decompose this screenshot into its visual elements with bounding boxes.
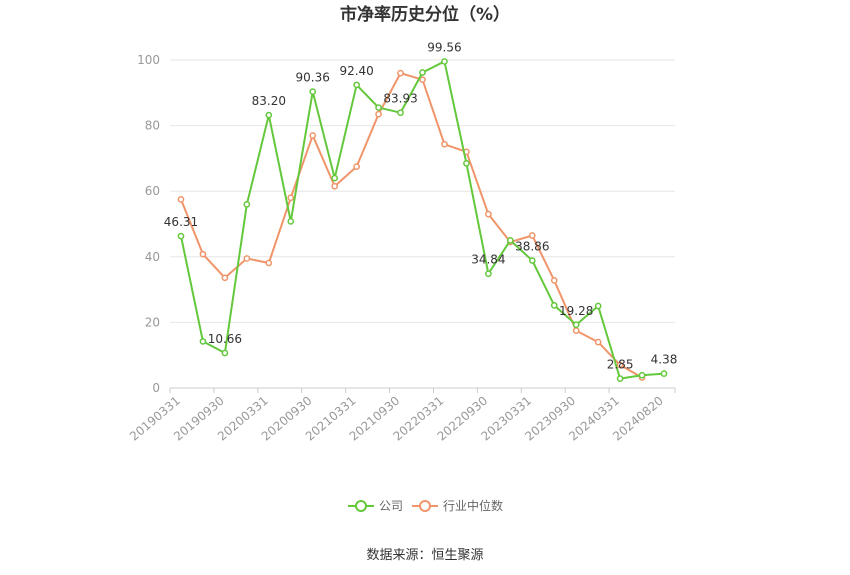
data-label: 38.86 [515,240,549,254]
data-point [243,255,251,262]
data-point [441,58,448,65]
data-point [375,110,382,118]
data-point [397,109,404,117]
data-label: 46.31 [164,215,198,229]
data-label: 34.84 [471,253,505,267]
legend-label-industry: 行业中位数 [443,498,503,513]
data-point [528,257,536,264]
data-point [221,349,229,357]
data-point [265,111,273,119]
y-axis: 0 20 40 60 80 100 [137,53,160,395]
data-point [199,250,207,258]
data-point [397,69,404,77]
legend: 公司 行业中位数 [348,498,503,513]
legend-marker-industry [419,500,431,512]
data-point [177,232,185,240]
data-point [572,321,580,329]
series-line [179,60,665,380]
data-point [177,196,185,203]
data-label: 92.40 [339,64,373,78]
data-point [485,210,492,218]
data-point [265,259,273,267]
data-labels: 46.31 10.66 83.20 90.36 92.40 83.93 99.56 34.84… [164,40,678,371]
data-point [287,218,295,225]
data-point [309,88,317,95]
data-label: 10.66 [208,332,242,346]
data-point [528,232,536,239]
data-point [616,375,624,383]
grid-lines [170,59,675,389]
data-point [287,194,295,202]
data-point [199,338,207,345]
data-point [353,81,360,89]
data-point [353,163,360,170]
data-point [638,371,646,379]
data-point [550,277,558,284]
data-label: 83.93 [383,92,417,106]
y-tick-label: 0 [152,381,160,395]
data-point [419,76,426,84]
chart-title: 市净率历史分位（%） [340,4,510,25]
data-label: 99.56 [427,40,461,54]
data-point [441,140,448,148]
data-point [572,327,580,334]
data-point [550,301,558,309]
y-tick-label: 40 [145,250,160,264]
data-point [616,361,624,369]
data-point [419,69,426,76]
y-tick-label: 60 [145,184,160,198]
y-tick-label: 100 [137,53,160,67]
source-note: 数据来源：恒生聚源 [366,548,483,563]
data-point [594,338,602,346]
y-tick-label: 80 [145,119,160,133]
data-label: 4.38 [651,353,678,367]
legend-item-company[interactable]: 公司 [348,499,403,513]
data-point [309,132,317,139]
data-point [463,159,470,167]
y-tick-label: 20 [145,315,160,329]
legend-item-industry[interactable]: 行业中位数 [412,498,503,513]
data-point [331,182,339,190]
data-point [331,174,339,182]
data-point [660,370,668,377]
data-point [594,302,602,310]
data-point [243,200,251,208]
data-label: 19.28 [559,304,593,318]
data-point [485,270,492,278]
legend-marker-company [355,500,367,512]
data-label: 83.20 [252,94,286,108]
series-layer [177,58,668,383]
data-point [221,274,229,282]
legend-label-company: 公司 [379,499,403,513]
data-point [375,104,382,111]
series-line [180,72,643,379]
data-label: 2.85 [607,358,634,372]
data-point [506,237,514,244]
x-axis: 2019033120190930202003312020093020210331… [127,388,676,444]
data-label: 90.36 [296,71,330,85]
